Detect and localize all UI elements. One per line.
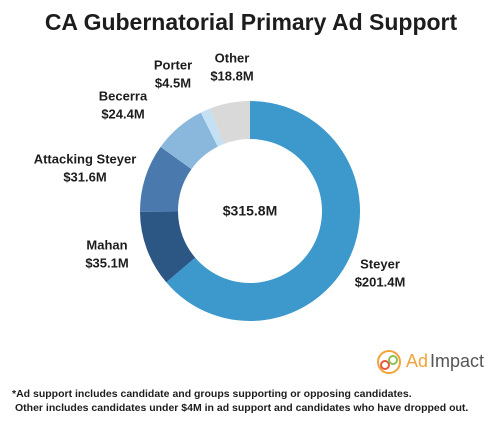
slice-label: Steyer	[360, 256, 400, 271]
logo: Ad Impact	[377, 350, 484, 374]
chart-title: CA Gubernatorial Primary Ad Support	[45, 9, 458, 35]
value-label: $4.5M	[155, 75, 191, 90]
logo-icon	[388, 355, 398, 365]
footnote: *Ad support includes candidate and group…	[12, 388, 412, 400]
value-label: $201.4M	[355, 274, 406, 289]
value-label: $18.8M	[210, 68, 253, 83]
donut-slice	[166, 101, 360, 321]
slice-label: Mahan	[86, 237, 127, 252]
donut-slice	[140, 146, 192, 212]
donut-slice	[200, 108, 224, 147]
value-label: $35.1M	[85, 255, 128, 270]
slice-label: Attacking Steyer	[34, 151, 137, 166]
value-label: $24.4M	[101, 106, 144, 121]
center-label: $315.8M	[223, 203, 277, 219]
donut-slice	[209, 101, 250, 144]
slice-label: Other	[215, 50, 250, 65]
logo-icon	[380, 360, 390, 370]
footnote: Other includes candidates under $4M in a…	[15, 402, 468, 414]
slice-label: Becerra	[99, 88, 148, 103]
logo-text: Ad	[406, 351, 428, 371]
logo-text: Impact	[430, 351, 484, 371]
donut-slice	[160, 112, 218, 170]
slice-label: Porter	[154, 57, 192, 72]
value-label: $31.6M	[63, 169, 106, 184]
donut-slice	[140, 211, 196, 283]
